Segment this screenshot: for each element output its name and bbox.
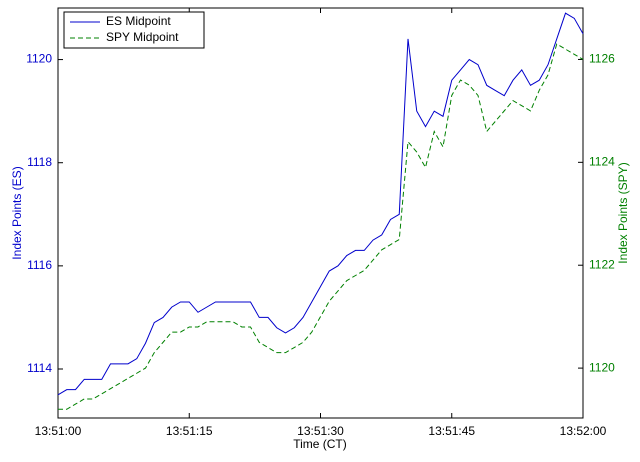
y-axis-label: Index Points (ES) (10, 166, 24, 259)
legend-label: ES Midpoint (106, 14, 171, 28)
y2-tick-label: 1126 (589, 52, 615, 66)
data-line (58, 43, 584, 410)
y2-axis-label: Index Points (SPY) (616, 162, 630, 263)
y2-tick-label: 1122 (589, 257, 615, 271)
y-tick-label: 1116 (27, 258, 52, 272)
x-tick-label: 13:51:15 (166, 424, 213, 438)
y2-tick-label: 1120 (589, 360, 615, 374)
x-tick-label: 13:51:45 (428, 424, 475, 438)
x-tick-label: 13:51:30 (297, 424, 344, 438)
legend-box (63, 11, 205, 49)
legend-label: SPY Midpoint (106, 30, 179, 44)
x-tick-label: 13:51:00 (35, 424, 82, 438)
y-tick-label: 1118 (27, 155, 52, 169)
y-tick-label: 1120 (26, 52, 52, 66)
plot-frame (57, 7, 584, 419)
x-axis-label: Time (CT) (293, 437, 347, 451)
y-tick-label: 1114 (27, 361, 52, 375)
data-line (57, 12, 584, 396)
x-tick-label: 13:52:00 (560, 424, 607, 438)
y2-tick-label: 1124 (589, 155, 615, 169)
